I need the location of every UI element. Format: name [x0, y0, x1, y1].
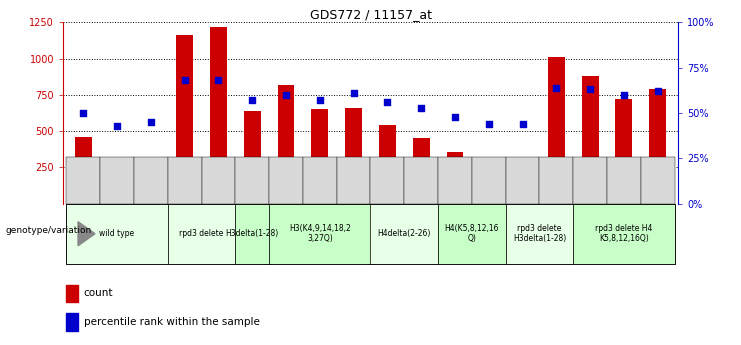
Bar	[582, 76, 599, 204]
Point	[584, 87, 596, 92]
Bar	[574, 204, 674, 264]
Bar	[539, 157, 574, 204]
Bar	[438, 157, 472, 204]
Bar	[548, 57, 565, 204]
Text: count: count	[84, 288, 113, 298]
Bar	[505, 204, 574, 264]
Point	[483, 121, 495, 127]
Point	[415, 105, 427, 110]
Bar	[167, 157, 202, 204]
Bar	[649, 89, 666, 204]
Bar	[75, 137, 92, 204]
Bar	[142, 161, 159, 204]
Bar	[616, 99, 632, 204]
Bar	[210, 27, 227, 204]
Bar	[472, 157, 505, 204]
Text: genotype/variation: genotype/variation	[5, 226, 91, 235]
Bar	[269, 204, 370, 264]
Point	[449, 114, 461, 119]
Point	[382, 99, 393, 105]
Bar	[514, 160, 531, 204]
Bar	[66, 285, 78, 302]
Title: GDS772 / 11157_at: GDS772 / 11157_at	[310, 8, 431, 21]
Point	[246, 98, 258, 103]
Bar	[505, 157, 539, 204]
Text: H4delta(2-26): H4delta(2-26)	[378, 229, 431, 238]
Bar	[134, 157, 167, 204]
Text: H4(K5,8,12,16
Q): H4(K5,8,12,16 Q)	[445, 224, 499, 244]
Text: H3(K4,9,14,18,2
3,27Q): H3(K4,9,14,18,2 3,27Q)	[289, 224, 350, 244]
Point	[280, 92, 292, 98]
Point	[652, 88, 664, 94]
Bar	[405, 157, 438, 204]
Bar	[236, 157, 269, 204]
Bar	[67, 204, 167, 264]
Point	[213, 78, 225, 83]
Bar	[244, 111, 261, 204]
Point	[348, 90, 359, 96]
Point	[618, 92, 630, 98]
Point	[77, 110, 89, 116]
Point	[179, 78, 190, 83]
Bar	[370, 157, 405, 204]
Bar	[176, 35, 193, 204]
Text: H3delta(1-28): H3delta(1-28)	[225, 229, 279, 238]
Bar	[167, 204, 236, 264]
Bar	[311, 109, 328, 204]
Text: rpd3 delete: rpd3 delete	[179, 229, 224, 238]
Bar	[269, 157, 303, 204]
Bar	[303, 157, 336, 204]
Bar	[278, 86, 294, 204]
Bar	[574, 157, 607, 204]
Point	[145, 119, 157, 125]
Bar	[379, 125, 396, 204]
Bar	[66, 313, 78, 331]
Text: percentile rank within the sample: percentile rank within the sample	[84, 317, 259, 327]
Bar	[370, 204, 438, 264]
Text: wild type: wild type	[99, 229, 135, 238]
Bar	[345, 108, 362, 204]
Bar	[641, 157, 674, 204]
Bar	[607, 157, 641, 204]
Point	[516, 121, 528, 127]
Point	[551, 85, 562, 90]
Text: rpd3 delete
H3delta(1-28): rpd3 delete H3delta(1-28)	[513, 224, 566, 244]
Bar	[413, 138, 430, 204]
Bar	[438, 204, 505, 264]
Bar	[67, 157, 100, 204]
Bar	[202, 157, 236, 204]
Bar	[109, 167, 125, 204]
Bar	[447, 152, 463, 204]
Polygon shape	[78, 222, 95, 246]
Point	[111, 123, 123, 128]
Text: rpd3 delete H4
K5,8,12,16Q): rpd3 delete H4 K5,8,12,16Q)	[595, 224, 653, 244]
Bar	[336, 157, 370, 204]
Bar	[100, 157, 134, 204]
Bar	[480, 165, 497, 204]
Bar	[236, 204, 269, 264]
Point	[314, 98, 326, 103]
